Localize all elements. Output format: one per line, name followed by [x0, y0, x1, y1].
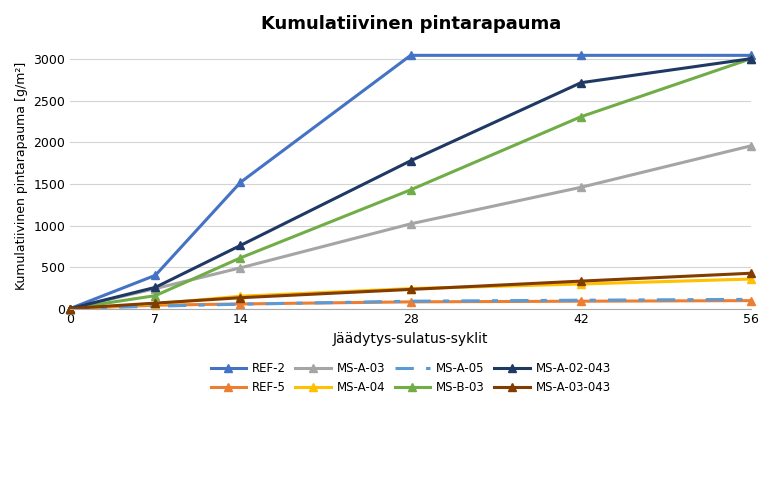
- REF-2: [236, 179, 245, 185]
- MS-B-03: [406, 187, 416, 193]
- REF-2: [746, 52, 755, 58]
- REF-5: [151, 302, 160, 308]
- REF-2: [66, 306, 75, 312]
- MS-A-02-043: [576, 80, 585, 85]
- MS-A-03-043: [236, 295, 245, 301]
- REF-5: [746, 298, 755, 304]
- MS-A-05: [746, 296, 755, 302]
- REF-2: [151, 272, 160, 278]
- Line: MS-B-03: MS-B-03: [66, 54, 755, 313]
- MS-A-03: [576, 184, 585, 190]
- MS-B-03: [576, 114, 585, 120]
- MS-A-05: [406, 298, 416, 304]
- MS-B-03: [66, 306, 75, 312]
- MS-A-02-043: [66, 306, 75, 312]
- MS-A-03-043: [746, 270, 755, 276]
- MS-A-03: [236, 265, 245, 271]
- Line: MS-A-05: MS-A-05: [70, 299, 751, 309]
- REF-5: [406, 299, 416, 305]
- Y-axis label: Kumulatiivinen pintarapauma [g/m²]: Kumulatiivinen pintarapauma [g/m²]: [15, 62, 28, 290]
- MS-A-05: [151, 303, 160, 309]
- MS-A-03: [151, 286, 160, 291]
- MS-A-05: [236, 301, 245, 307]
- MS-A-05: [576, 297, 585, 303]
- MS-A-03: [746, 143, 755, 149]
- MS-A-03-043: [576, 278, 585, 284]
- MS-A-03-043: [151, 300, 160, 306]
- MS-A-04: [151, 301, 160, 307]
- MS-A-05: [66, 306, 75, 312]
- Line: MS-A-02-043: MS-A-02-043: [66, 54, 755, 313]
- MS-A-03-043: [406, 287, 416, 292]
- MS-A-04: [66, 306, 75, 312]
- MS-A-04: [406, 286, 416, 291]
- MS-B-03: [746, 56, 755, 62]
- MS-A-03: [406, 221, 416, 227]
- Line: MS-A-04: MS-A-04: [66, 275, 755, 313]
- MS-B-03: [151, 292, 160, 298]
- MS-A-02-043: [746, 56, 755, 62]
- MS-A-03: [66, 306, 75, 312]
- REF-5: [66, 306, 75, 312]
- X-axis label: Jäädytys-sulatus-syklit: Jäädytys-sulatus-syklit: [333, 332, 488, 346]
- Title: Kumulatiivinen pintarapauma: Kumulatiivinen pintarapauma: [261, 15, 561, 33]
- REF-2: [576, 52, 585, 58]
- Line: REF-5: REF-5: [66, 296, 755, 313]
- MS-A-04: [236, 293, 245, 299]
- REF-5: [576, 298, 585, 304]
- MS-A-04: [746, 276, 755, 282]
- MS-A-04: [576, 281, 585, 287]
- REF-2: [406, 52, 416, 58]
- REF-5: [236, 301, 245, 307]
- MS-A-02-043: [151, 285, 160, 290]
- MS-A-02-043: [406, 158, 416, 164]
- Line: REF-2: REF-2: [66, 51, 755, 313]
- Line: MS-A-03: MS-A-03: [66, 142, 755, 313]
- MS-A-03-043: [66, 306, 75, 312]
- Legend: REF-2, REF-5, MS-A-03, MS-A-04, MS-A-05, MS-B-03, MS-A-02-043, MS-A-03-043: REF-2, REF-5, MS-A-03, MS-A-04, MS-A-05,…: [211, 362, 611, 394]
- Line: MS-A-03-043: MS-A-03-043: [66, 269, 755, 313]
- MS-A-02-043: [236, 243, 245, 248]
- MS-B-03: [236, 255, 245, 261]
